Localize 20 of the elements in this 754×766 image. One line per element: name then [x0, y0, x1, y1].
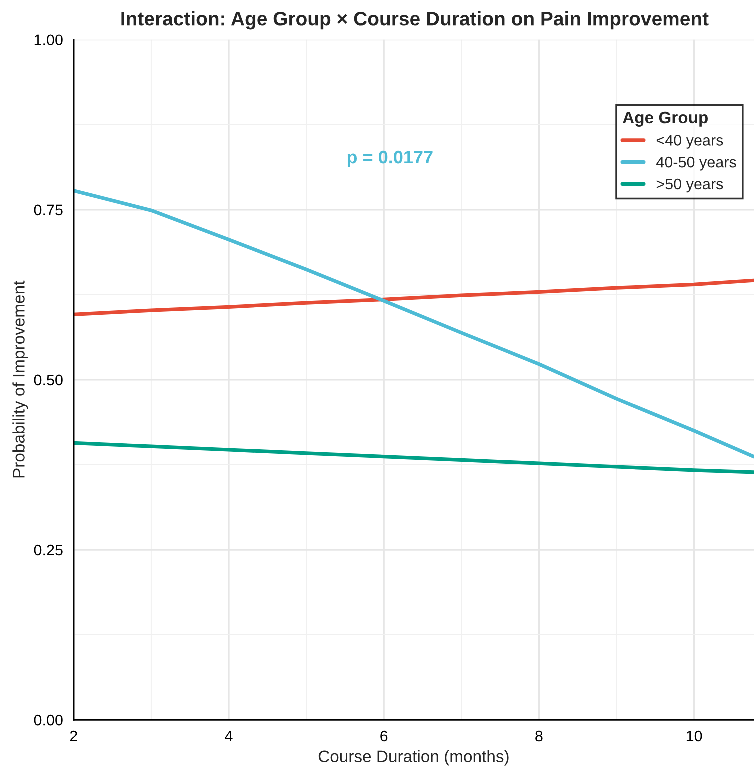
- x-tick-label: 8: [536, 730, 543, 742]
- x-tick-label: 10: [686, 730, 702, 742]
- x-tick-label: 6: [380, 730, 388, 742]
- y-tick-label: 0.00: [34, 714, 63, 726]
- y-axis-title: Probability of Improvement: [12, 280, 28, 478]
- x-tick-label: 2: [70, 730, 78, 742]
- legend-label: 40-50 years: [656, 156, 736, 171]
- annotation: p = 0.0177: [348, 150, 433, 168]
- legend-title: Age Group: [622, 112, 708, 128]
- y-tick-label: 1.00: [34, 34, 63, 46]
- y-tick-label: 0.75: [34, 204, 63, 216]
- line-series: [74, 278, 754, 316]
- line-series: [74, 441, 754, 474]
- legend-label: <40 years: [656, 135, 724, 149]
- legend-label: >50 years: [656, 178, 724, 193]
- x-tick-label: 4: [225, 731, 233, 742]
- y-tick-label: 0.50: [34, 374, 63, 386]
- y-tick-label: 0.25: [34, 544, 63, 556]
- x-axis-title: Course Duration (months): [318, 750, 509, 766]
- chart-title: Interaction: Age Group × Course Duration on Pain Improvement: [122, 11, 709, 30]
